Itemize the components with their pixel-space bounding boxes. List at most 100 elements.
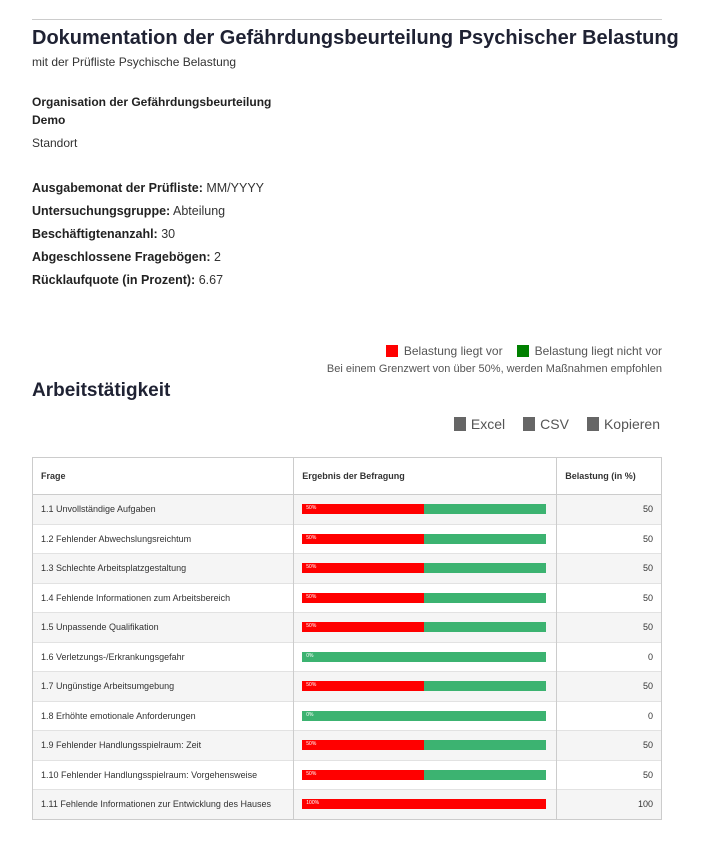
load-percent: 50	[556, 759, 662, 790]
load-percent: 50	[556, 671, 662, 701]
bar-segment-absent	[424, 592, 547, 603]
field: Beschäftigtenanzahl: 30	[32, 227, 175, 241]
button-icon	[453, 417, 466, 431]
bar-segment-present	[302, 563, 425, 574]
load-percent: 0	[556, 641, 662, 672]
bar-segment-absent	[424, 740, 547, 751]
field-value: Abteilung	[173, 204, 226, 218]
bar: 50%	[302, 740, 547, 751]
legend-swatch	[385, 345, 398, 357]
field-label: Beschäftigtenanzahl:	[32, 227, 158, 241]
bar: 0%	[302, 710, 547, 721]
divider	[32, 19, 662, 20]
field-value: 30	[161, 227, 176, 241]
result-cell: 50%	[293, 730, 558, 760]
button-label: Kopieren	[603, 416, 660, 432]
bar-segment-absent	[302, 710, 547, 721]
button-label: Excel	[470, 416, 506, 432]
result-cell: 0%	[293, 700, 558, 731]
export-button[interactable]: Kopieren	[586, 416, 660, 432]
bar-segment-absent	[424, 504, 547, 515]
question: 1.9 Fehlender Handlungsspielraum: Zeit	[31, 730, 295, 760]
bar: 50%	[302, 769, 547, 780]
table-row: 1.4 Fehlende Informationen zum Arbeitsbe…	[31, 582, 662, 613]
result-table: Frage Ergebnis der Befragung Belastung (in…	[31, 457, 662, 820]
table-row: 1.6 Verletzungs-/Erkrankungsgefahr 0% 0	[31, 641, 662, 672]
org-heading: Organisation der Gefährdungsbeurteilung	[32, 95, 272, 109]
bar-segment-present	[302, 799, 547, 810]
button-label: CSV	[540, 416, 569, 432]
bar: 50%	[302, 681, 547, 692]
legend-note: Bei einem Grenzwert von über 50%, werden…	[326, 363, 662, 375]
bar-segment-present	[302, 592, 425, 603]
bar-label: 50%	[306, 505, 317, 512]
button-icon	[523, 417, 536, 431]
question: 1.5 Unpassende Qualifikation	[31, 612, 295, 642]
bar-label: 50%	[306, 741, 317, 748]
bar-label: 0%	[306, 652, 314, 659]
result-cell: 50%	[293, 612, 558, 642]
export-button[interactable]: CSV	[523, 416, 569, 432]
bar-segment-absent	[424, 533, 547, 544]
bar-segment-absent	[424, 622, 547, 633]
load-percent: 50	[556, 612, 662, 642]
bar-segment-absent	[424, 769, 547, 780]
bar: 100%	[302, 799, 547, 810]
title: Dokumentation der Gefährdungsbeurteilung…	[32, 27, 679, 49]
bar: 50%	[302, 563, 547, 574]
legend: Belastung liegt vor Belastung liegt nicht…	[385, 344, 662, 358]
question: 1.8 Erhöhte emotionale Anforderungen	[31, 700, 295, 731]
load-percent: 50	[556, 523, 662, 554]
bar-segment-absent	[424, 681, 547, 692]
load-percent: 50	[556, 553, 662, 583]
bar-segment-absent	[424, 563, 547, 574]
load-percent: 100	[556, 789, 662, 820]
field: Rücklaufquote (in Prozent): 6.67	[32, 273, 223, 287]
section-title: Arbeitstätigkeit	[32, 380, 171, 401]
subtitle: mit der Prüfliste Psychische Belastung	[32, 55, 237, 69]
field-value: 2	[214, 250, 221, 264]
question: 1.2 Fehlender Abwechslungsreichtum	[31, 523, 295, 554]
export-buttons: Excel CSV Kopieren	[453, 416, 660, 432]
result-cell: 100%	[293, 789, 558, 820]
question: 1.1 Unvollständige Aufgaben	[31, 494, 295, 524]
question: 1.7 Ungünstige Arbeitsumgebung	[31, 671, 295, 701]
bar-segment-present	[302, 504, 425, 515]
bar: 0%	[302, 651, 547, 662]
bar-segment-absent	[302, 651, 547, 662]
field-label: Ausgabemonat der Prüfliste:	[32, 181, 203, 195]
bar: 50%	[302, 504, 547, 515]
bar-label: 50%	[306, 623, 317, 630]
load-percent: 50	[556, 730, 662, 760]
result-cell: 50%	[293, 582, 558, 613]
bar-label: 50%	[306, 534, 317, 541]
result-cell: 0%	[293, 641, 558, 672]
bar-label: 50%	[306, 593, 317, 600]
question: 1.4 Fehlende Informationen zum Arbeitsbe…	[31, 582, 295, 613]
bar-segment-present	[302, 740, 425, 751]
result-cell: 50%	[293, 671, 558, 701]
table-row: 1.9 Fehlender Handlungsspielraum: Zeit 50…	[31, 730, 662, 760]
field: Abgeschlossene Fragebögen: 2	[32, 250, 221, 264]
bar-label: 50%	[306, 564, 317, 571]
bar-segment-present	[302, 533, 425, 544]
bar-segment-present	[302, 622, 425, 633]
result-cell: 50%	[293, 759, 558, 790]
column-header: Ergebnis der Befragung	[293, 457, 558, 495]
bar-segment-present	[302, 681, 425, 692]
bar: 50%	[302, 592, 547, 603]
bar: 50%	[302, 622, 547, 633]
org-name: Demo	[32, 113, 66, 127]
load-percent: 50	[556, 494, 662, 524]
load-percent: 50	[556, 582, 662, 613]
table-row: 1.10 Fehlender Handlungsspielraum: Vorge…	[31, 759, 662, 790]
bar: 50%	[302, 533, 547, 544]
result-cell: 50%	[293, 523, 558, 554]
export-button[interactable]: Excel	[453, 416, 506, 432]
result-cell: 50%	[293, 494, 558, 524]
table-row: 1.11 Fehlende Informationen zur Entwickl…	[31, 789, 662, 820]
result-cell: 50%	[293, 553, 558, 583]
table-row: 1.3 Schlechte Arbeitsplatzgestaltung 50% 5…	[31, 553, 662, 583]
question: 1.6 Verletzungs-/Erkrankungsgefahr	[31, 641, 295, 672]
